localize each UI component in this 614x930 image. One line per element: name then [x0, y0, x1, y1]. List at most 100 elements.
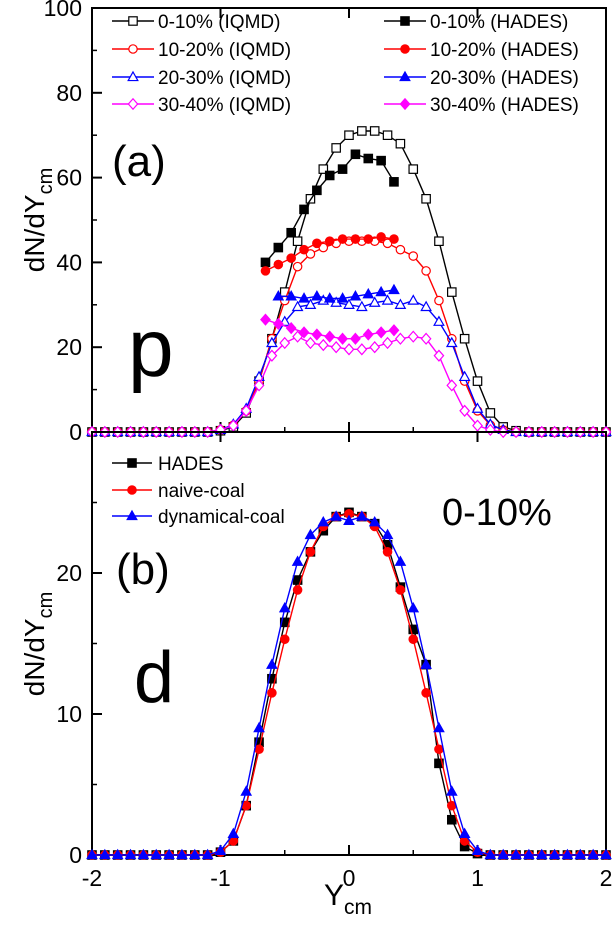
data-point — [389, 234, 399, 244]
data-point — [253, 379, 265, 392]
data-point — [299, 244, 309, 255]
data-point — [227, 827, 240, 839]
data-point — [273, 242, 284, 253]
data-point — [298, 292, 310, 303]
data-point — [382, 130, 393, 140]
x-tick-label: -2 — [82, 865, 102, 891]
data-point — [305, 547, 316, 557]
data-point — [98, 848, 111, 860]
data-point — [447, 287, 457, 297]
y-tick-label: 10 — [56, 701, 82, 727]
data-point — [292, 585, 303, 595]
data-point — [434, 295, 444, 306]
data-point — [357, 126, 367, 136]
data-point — [362, 287, 375, 299]
x-tick-label: 0 — [343, 865, 356, 891]
data-point — [266, 349, 278, 362]
data-point — [376, 232, 386, 242]
data-point — [350, 332, 361, 345]
data-point — [336, 292, 349, 303]
data-point — [382, 336, 393, 350]
series-line — [278, 289, 395, 300]
data-point — [298, 326, 310, 339]
legend-label: 10-20% (IQMD) — [158, 40, 291, 61]
legend-item: dynamical-coal — [112, 507, 285, 528]
data-point — [279, 336, 291, 350]
data-point — [420, 658, 432, 669]
legend-label: 30-40% (IQMD) — [158, 95, 291, 116]
data-point — [304, 528, 317, 540]
data-point — [337, 164, 348, 174]
data-point — [292, 261, 303, 272]
legend-label: 20-30% (IQMD) — [158, 68, 291, 89]
data-point — [382, 547, 393, 557]
data-point — [389, 177, 399, 187]
data-point — [150, 848, 163, 860]
data-point — [600, 848, 612, 860]
data-point — [369, 341, 381, 354]
data-point — [240, 785, 253, 796]
data-point — [350, 149, 361, 160]
panel-b-legend: HADES naive-coal dynamical-coal — [112, 454, 285, 528]
data-point — [299, 204, 309, 215]
data-point — [324, 170, 335, 181]
legend-label: dynamical-coal — [158, 507, 285, 528]
data-point — [421, 266, 431, 276]
data-point — [356, 343, 368, 356]
panel-b-label: (b) — [116, 545, 170, 594]
data-point — [395, 585, 406, 595]
data-point — [292, 236, 303, 246]
data-point — [286, 227, 296, 238]
data-point — [331, 143, 341, 153]
data-point — [407, 601, 420, 613]
data-point — [381, 294, 394, 305]
data-point — [111, 848, 124, 860]
data-point — [317, 338, 329, 352]
data-point — [266, 336, 278, 348]
data-point — [330, 510, 343, 521]
legend-item: 10-20% (IQMD) — [112, 40, 291, 61]
data-point — [446, 379, 458, 392]
data-point — [137, 848, 150, 860]
data-point — [355, 300, 368, 312]
y-tick-label: 0 — [69, 419, 82, 445]
data-point — [267, 688, 277, 698]
data-point — [395, 138, 406, 149]
legend-label: 0-10% (HADES) — [430, 12, 568, 33]
data-point — [458, 827, 471, 839]
data-point — [273, 259, 284, 270]
legend-marker — [399, 70, 411, 82]
data-point — [408, 634, 419, 645]
legend-item: naive-coal — [112, 481, 245, 502]
series — [260, 149, 399, 268]
data-point — [485, 408, 496, 418]
data-point — [260, 313, 271, 326]
data-point — [394, 332, 406, 345]
legend-item: 0-10% (HADES) — [384, 12, 568, 33]
data-point — [395, 244, 406, 255]
panel-b-series — [86, 507, 612, 860]
data-point — [407, 294, 420, 305]
legend-label: 20-30% (HADES) — [430, 68, 579, 89]
y-tick-label: 0 — [69, 842, 82, 868]
y-tick-label: 20 — [56, 334, 82, 360]
legend-marker — [126, 509, 138, 521]
data-point — [421, 194, 431, 204]
data-point — [253, 721, 265, 733]
data-point — [408, 251, 419, 261]
data-point — [330, 341, 342, 354]
series — [260, 313, 400, 345]
legend-marker — [127, 458, 137, 468]
data-point — [304, 298, 317, 309]
legend-item: 10-20% (HADES) — [384, 40, 579, 61]
data-point — [260, 266, 271, 276]
data-point — [459, 333, 470, 344]
data-point — [323, 292, 336, 303]
data-point — [188, 848, 201, 860]
data-point — [286, 253, 296, 263]
data-point — [267, 673, 277, 684]
data-point — [548, 848, 561, 860]
panel-b-ylabel: dN/dYcm — [19, 592, 57, 697]
data-point — [311, 290, 323, 301]
